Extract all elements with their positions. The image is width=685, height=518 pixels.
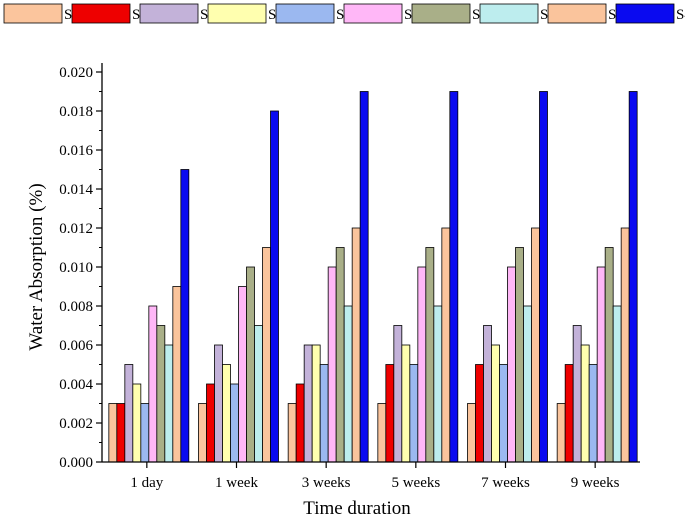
bar-s21-5 — [588, 364, 598, 463]
bar-s41-4 — [523, 305, 532, 463]
x-tick-label-4: 7 weeks — [481, 475, 530, 491]
bar-s24-5 — [604, 247, 614, 463]
bar-s44-4 — [539, 91, 548, 463]
y-tick-label-10: 0.020 — [59, 65, 93, 81]
y-tick-label-1: 0.002 — [59, 416, 93, 432]
bar-s22-1 — [238, 286, 247, 463]
bar-s12-1 — [214, 344, 223, 463]
bar-s22-2 — [327, 266, 337, 463]
bar-s12-4 — [483, 325, 492, 463]
bar-s24-1 — [246, 266, 255, 463]
y-tick-label-3: 0.006 — [59, 338, 93, 354]
bar-s21-0 — [140, 403, 150, 463]
bar-s24-2 — [335, 247, 345, 463]
bar-s24-3 — [425, 247, 435, 463]
bar-s11-2 — [295, 383, 305, 463]
bar-s12-2 — [303, 344, 313, 463]
bar-s0-1 — [198, 403, 207, 463]
bar-s41-5 — [612, 305, 622, 463]
bar-s11-0 — [116, 403, 126, 463]
y-tick-label-7: 0.014 — [59, 182, 93, 198]
bar-s24-0 — [156, 325, 166, 463]
bar-s22-4 — [507, 266, 516, 463]
bar-s0-3 — [377, 403, 387, 463]
legend-swatch-s41 — [479, 3, 539, 24]
bar-s0-0 — [108, 403, 118, 463]
legend-swatch-s44 — [615, 3, 675, 24]
bar-s22-5 — [596, 266, 606, 463]
legend-swatch-s21 — [275, 3, 335, 24]
x-tick-label-3: 5 weeks — [391, 475, 440, 491]
y-tick-label-2: 0.004 — [59, 377, 93, 393]
bar-s24-4 — [515, 247, 524, 463]
y-tick-label-5: 0.010 — [59, 260, 93, 276]
x-tick-label-5: 9 weeks — [571, 475, 620, 491]
x-axis-title: Time duration — [303, 498, 411, 518]
bar-s41-3 — [433, 305, 443, 463]
bar-s42-0 — [172, 286, 182, 463]
legend-swatch-s24 — [411, 3, 471, 24]
bar-s44-5 — [628, 91, 638, 463]
bar-s41-2 — [343, 305, 353, 463]
bar-s11-3 — [385, 364, 395, 463]
bar-s11-4 — [475, 364, 484, 463]
bar-s22-0 — [148, 305, 158, 463]
bar-s11-1 — [206, 383, 215, 463]
x-tick-label-1: 1 week — [215, 475, 258, 491]
bar-s21-3 — [409, 364, 419, 463]
bar-s12-3 — [393, 325, 403, 463]
bar-s22-3 — [417, 266, 427, 463]
bar-s21-1 — [230, 383, 239, 463]
bar-s44-0 — [180, 169, 190, 463]
bar-s11-5 — [564, 364, 574, 463]
y-tick-label-0: 0.000 — [59, 455, 93, 471]
y-tick-label-6: 0.012 — [59, 221, 93, 237]
legend-label-s44: S44 — [676, 7, 685, 23]
legend-swatch-s12 — [139, 3, 199, 24]
legend-swatch-s0 — [3, 3, 63, 24]
bar-s14-2 — [311, 344, 321, 463]
bar-s21-4 — [499, 364, 508, 463]
bar-s21-2 — [319, 364, 329, 463]
bar-s12-5 — [572, 325, 582, 463]
y-axis-title: Water Absorption (%) — [26, 183, 47, 350]
bar-s14-4 — [491, 344, 500, 463]
bar-s44-1 — [270, 110, 279, 463]
bar-s0-4 — [467, 403, 476, 463]
bar-s0-2 — [287, 403, 297, 463]
bar-s14-5 — [580, 344, 590, 463]
bar-s0-5 — [556, 403, 566, 463]
bar-s14-0 — [132, 383, 142, 463]
bar-s42-4 — [531, 227, 540, 463]
bar-s42-1 — [262, 247, 271, 463]
legend-swatch-s11 — [71, 3, 131, 24]
bar-s42-3 — [441, 227, 451, 463]
bar-s42-2 — [351, 227, 361, 463]
y-tick-label-8: 0.016 — [59, 143, 93, 159]
x-tick-label-0: 1 day — [130, 475, 163, 491]
legend-swatch-s42 — [547, 3, 607, 24]
bar-s14-3 — [401, 344, 411, 463]
legend-swatch-s22 — [343, 3, 403, 24]
bar-s44-3 — [449, 91, 459, 463]
legend: S0S11S12S14S21S22S24S41S42S44 — [3, 3, 685, 24]
bar-s12-0 — [124, 364, 134, 463]
bar-s44-2 — [359, 91, 369, 463]
x-tick-label-2: 3 weeks — [302, 475, 351, 491]
bar-s41-0 — [164, 344, 174, 463]
bar-s42-5 — [620, 227, 630, 463]
bar-s41-1 — [254, 325, 263, 463]
y-tick-label-9: 0.018 — [59, 104, 93, 120]
axes-group: 0.000 0.002 0.004 0.006 0.008 0.010 0.012 0.014… — [59, 63, 640, 491]
legend-swatch-s14 — [207, 3, 267, 24]
y-tick-label-4: 0.008 — [59, 299, 93, 315]
bar-s14-1 — [222, 364, 231, 463]
bars-group — [108, 91, 638, 463]
